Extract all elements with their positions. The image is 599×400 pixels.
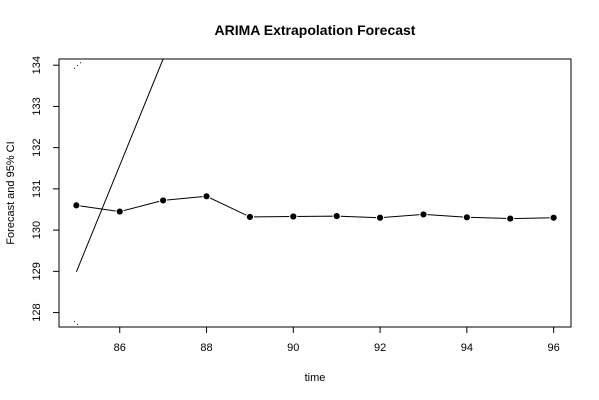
forecast-point (72, 201, 81, 210)
forecast-point (419, 210, 428, 219)
chart-title: ARIMA Extrapolation Forecast (215, 22, 416, 38)
x-tick-label: 88 (200, 342, 212, 354)
y-tick-label: 133 (31, 97, 43, 115)
forecast-point (462, 213, 471, 222)
trend-line (75, 59, 164, 272)
ci-bound-dots (73, 60, 84, 69)
x-tick-label: 86 (114, 342, 126, 354)
x-axis-label: time (305, 372, 326, 384)
forecast-point (245, 212, 255, 222)
x-tick-label: 94 (461, 342, 473, 354)
y-axis: 128 129 130 131 132 133 134 (31, 56, 60, 322)
ci-bound-dots (73, 320, 82, 327)
forecast-point (202, 192, 211, 201)
y-tick-label: 129 (31, 262, 43, 280)
y-tick-label: 134 (31, 56, 43, 74)
forecast-point (506, 214, 515, 223)
forecast-line (76, 195, 554, 220)
x-tick-label: 90 (287, 342, 299, 354)
forecast-point (375, 213, 385, 222)
y-tick-label: 131 (31, 180, 43, 198)
forecast-point (115, 207, 124, 216)
forecast-point (549, 213, 558, 222)
y-tick-label: 128 (31, 303, 43, 321)
forecast-point (159, 196, 168, 205)
y-tick-label: 130 (31, 221, 43, 239)
plot-frame (58, 58, 572, 328)
x-tick-label: 96 (548, 342, 560, 354)
plot-marks (72, 59, 558, 327)
x-tick-label: 92 (374, 342, 386, 354)
forecast-point (289, 212, 298, 221)
y-axis-label: Forecast and 95% CI (5, 141, 17, 244)
x-axis: 86 88 90 92 94 96 (114, 326, 560, 354)
y-tick-label: 132 (31, 138, 43, 156)
forecast-point (332, 211, 341, 221)
